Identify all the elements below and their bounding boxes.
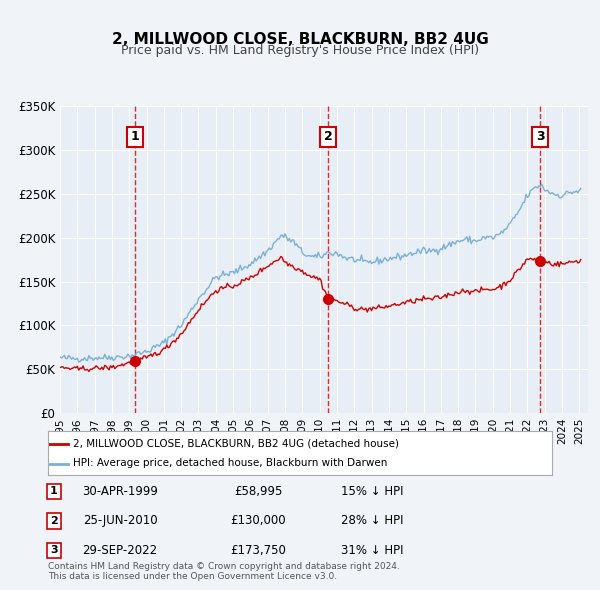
Text: £173,750: £173,750 xyxy=(230,544,286,557)
Text: £58,995: £58,995 xyxy=(234,485,282,498)
Text: 3: 3 xyxy=(50,546,58,555)
Text: 29-SEP-2022: 29-SEP-2022 xyxy=(82,544,158,557)
Text: 3: 3 xyxy=(536,130,545,143)
Text: Contains HM Land Registry data © Crown copyright and database right 2024.
This d: Contains HM Land Registry data © Crown c… xyxy=(48,562,400,581)
Text: 2: 2 xyxy=(324,130,333,143)
Text: 2, MILLWOOD CLOSE, BLACKBURN, BB2 4UG: 2, MILLWOOD CLOSE, BLACKBURN, BB2 4UG xyxy=(112,32,488,47)
Text: 30-APR-1999: 30-APR-1999 xyxy=(82,485,158,498)
Text: HPI: Average price, detached house, Blackburn with Darwen: HPI: Average price, detached house, Blac… xyxy=(73,458,388,468)
Text: 15% ↓ HPI: 15% ↓ HPI xyxy=(341,485,403,498)
Text: 28% ↓ HPI: 28% ↓ HPI xyxy=(341,514,403,527)
Text: £130,000: £130,000 xyxy=(230,514,286,527)
Text: 25-JUN-2010: 25-JUN-2010 xyxy=(83,514,157,527)
Text: 2: 2 xyxy=(50,516,58,526)
Text: 2, MILLWOOD CLOSE, BLACKBURN, BB2 4UG (detached house): 2, MILLWOOD CLOSE, BLACKBURN, BB2 4UG (d… xyxy=(73,438,399,448)
Text: 1: 1 xyxy=(50,487,58,496)
Text: 1: 1 xyxy=(131,130,139,143)
Text: 31% ↓ HPI: 31% ↓ HPI xyxy=(341,544,403,557)
Text: Price paid vs. HM Land Registry's House Price Index (HPI): Price paid vs. HM Land Registry's House … xyxy=(121,44,479,57)
